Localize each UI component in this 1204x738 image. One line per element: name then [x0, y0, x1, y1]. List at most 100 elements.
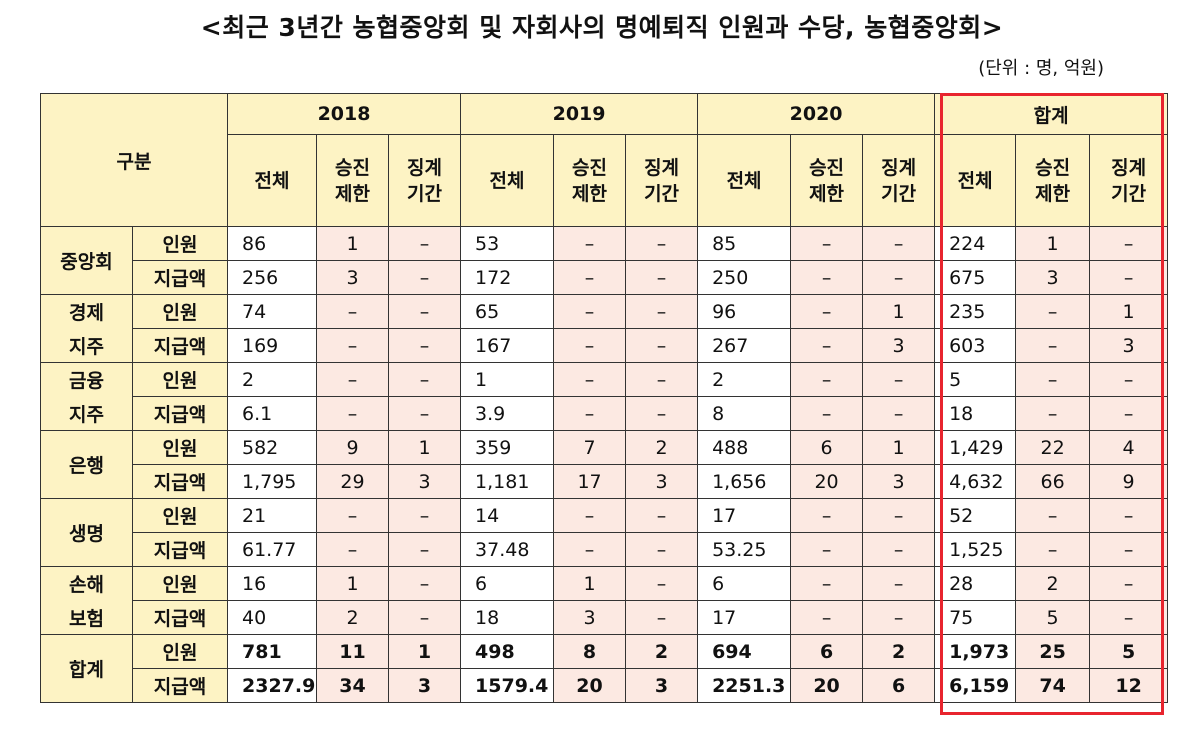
table-cell: – — [1089, 532, 1169, 567]
table-cell: 3 — [553, 600, 627, 635]
col-header-promo-limit: 승진 제한 — [1015, 134, 1091, 227]
table-cell: – — [387, 226, 462, 261]
table-cell: – — [1015, 362, 1091, 397]
row-type-label: 지급액 — [132, 396, 228, 431]
table-row: 합계 인원 781 11 1 498 8 2 694 6 2 1,973 25 5 — [40, 634, 1169, 703]
table-cell: 75 — [934, 600, 1017, 635]
row-type-label: 인원 — [132, 430, 228, 465]
retirement-table: 구분 2018 2019 2020 합계 전체 승진 제한 징계 기간 전체 승진 제한… — [40, 93, 1169, 703]
row-type-label: 인원 — [132, 362, 228, 397]
table-cell: – — [387, 328, 462, 363]
table-cell: – — [387, 498, 462, 533]
table-cell: – — [316, 532, 389, 567]
table-cell: 14 — [460, 498, 555, 533]
table-cell: 169 — [227, 328, 317, 363]
table-cell: 6 — [697, 566, 792, 601]
table-cell: – — [387, 600, 462, 635]
row-type-label: 인원 — [132, 634, 228, 669]
table-cell: 1579.4 — [460, 668, 555, 703]
table-cell: – — [1089, 600, 1169, 635]
table-cell: 3 — [387, 668, 462, 703]
table-cell: – — [862, 498, 936, 533]
table-cell: 40 — [227, 600, 317, 635]
table-row: 지주 지급액 6.1– –3.9– –8– –18– – — [40, 396, 1169, 431]
table-cell: – — [862, 260, 936, 295]
table-cell: – — [862, 396, 936, 431]
col-header-total: 전체 — [697, 134, 792, 227]
table-cell: 52 — [934, 498, 1017, 533]
table-row: 지주 지급액 169– –167– –267–3 603–3 — [40, 328, 1169, 363]
group-label: 지주 — [40, 396, 133, 431]
table-cell: 603 — [934, 328, 1017, 363]
table-cell: 28 — [934, 566, 1017, 601]
group-label: 생명 — [40, 498, 133, 567]
table-cell: 1,181 — [460, 464, 555, 499]
unit-note: (단위 : 명, 억원) — [978, 58, 1104, 79]
col-header-discipline: 징계 기간 — [1089, 134, 1169, 227]
table-cell: 20 — [790, 668, 864, 703]
table-row: 금융 인원 2– –1– –2– –5– – — [40, 362, 1169, 397]
table-cell: – — [553, 362, 627, 397]
table-cell: – — [790, 396, 864, 431]
year-header-2018: 2018 — [226, 93, 462, 135]
table-row: 생명 인원 21– –14– –17– –52– – — [40, 498, 1169, 567]
row-type-label: 지급액 — [132, 532, 228, 567]
table-cell: 22 — [1015, 430, 1091, 465]
table-cell: 5 — [1089, 634, 1169, 669]
col-header-discipline: 징계 기간 — [387, 134, 462, 227]
table-cell: 12 — [1089, 668, 1169, 703]
table-cell: 498 — [460, 634, 555, 669]
table-cell: – — [790, 566, 864, 601]
col-header-total: 전체 — [227, 134, 317, 227]
table-cell: – — [625, 498, 699, 533]
table-cell: – — [553, 294, 627, 329]
table-cell: – — [387, 396, 462, 431]
table-cell: 8 — [553, 634, 627, 669]
col-header-promo-limit: 승진 제한 — [316, 134, 389, 227]
table-cell: – — [1089, 226, 1169, 261]
table-cell: 1 — [316, 566, 389, 601]
table-row: 지급액 1,795 29 3 1,181 17 3 1,656 20 3 4,632 66 9 — [41, 464, 1169, 499]
row-type-label: 인원 — [132, 498, 228, 533]
table-cell: – — [790, 498, 864, 533]
table-cell: 250 — [697, 260, 792, 295]
table-cell: – — [625, 260, 699, 295]
row-type-label: 지급액 — [132, 600, 228, 635]
table-cell: 6 — [790, 430, 864, 465]
table-cell: 256 — [227, 260, 317, 295]
table-cell: 582 — [227, 430, 317, 465]
table-cell: – — [553, 532, 627, 567]
table-cell: – — [862, 226, 936, 261]
table-cell: 5 — [934, 362, 1017, 397]
table-cell: 2 — [625, 430, 699, 465]
table-cell: – — [625, 396, 699, 431]
table-cell: – — [790, 294, 864, 329]
group-label: 지주 — [40, 328, 133, 363]
table-cell: 17 — [697, 600, 792, 635]
table-cell: 167 — [460, 328, 555, 363]
table-cell: – — [862, 600, 936, 635]
table-cell: 37.48 — [460, 532, 555, 567]
table-cell: – — [553, 226, 627, 261]
table-cell: – — [625, 328, 699, 363]
col-header-promo-limit: 승진 제한 — [790, 134, 864, 227]
table-cell: 96 — [697, 294, 792, 329]
table-cell: 8 — [697, 396, 792, 431]
table-cell: 85 — [697, 226, 792, 261]
table-cell: 20 — [553, 668, 627, 703]
table-cell: 1 — [862, 430, 936, 465]
table-cell: 29 — [316, 464, 389, 499]
table-cell: 18 — [460, 600, 555, 635]
table-cell: 18 — [934, 396, 1017, 431]
col-header-total: 전체 — [460, 134, 555, 227]
table-cell: 16 — [227, 566, 317, 601]
col-header-discipline: 징계 기간 — [625, 134, 699, 227]
table-cell: 3 — [387, 464, 462, 499]
table-cell: – — [387, 260, 462, 295]
table-cell: – — [790, 532, 864, 567]
table-cell: 1 — [387, 430, 462, 465]
table-cell: 66 — [1015, 464, 1091, 499]
table-cell: 1,973 — [934, 634, 1017, 669]
table-cell: 9 — [316, 430, 389, 465]
table-cell: 2 — [862, 634, 936, 669]
